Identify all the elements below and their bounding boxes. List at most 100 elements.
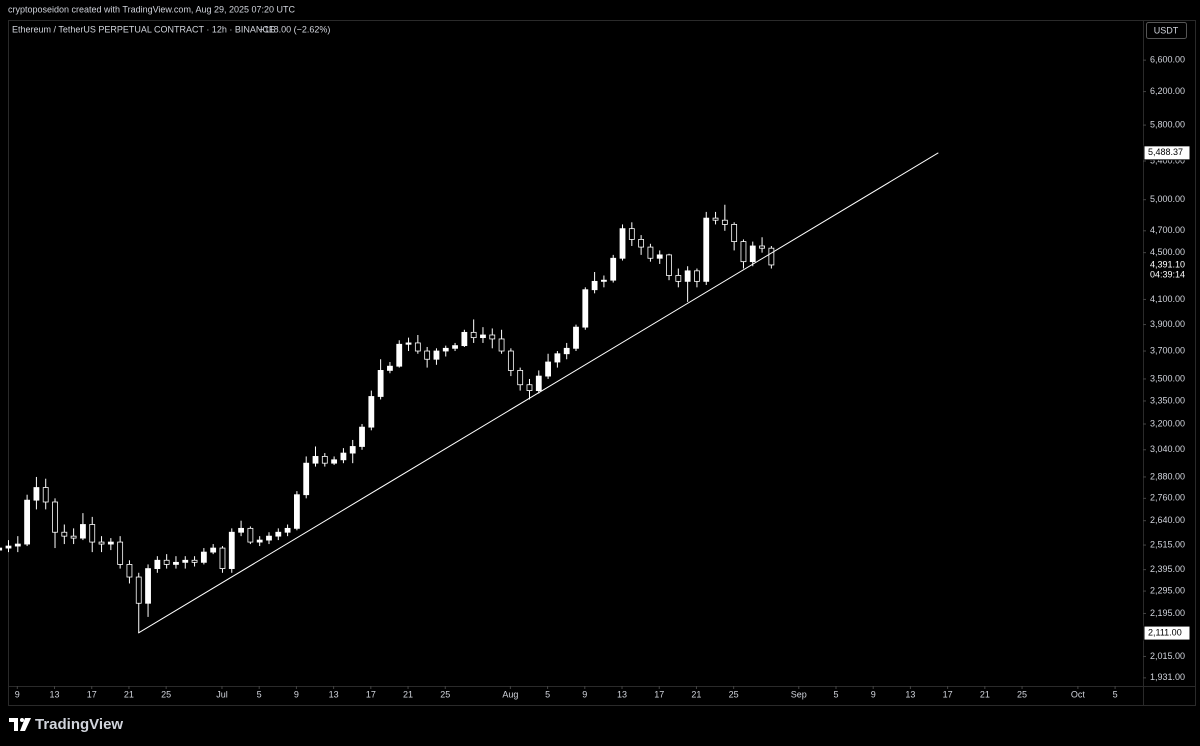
price-change: −118.00 (−2.62%) (259, 24, 330, 34)
last-price-box (1144, 257, 1190, 282)
candle-body (107, 541, 114, 545)
candle-body (759, 245, 765, 249)
candle-body (294, 494, 300, 529)
candle-body (238, 527, 244, 533)
y-tick-label: 1,931.00 (1150, 672, 1185, 682)
x-tick-label: 17 (366, 689, 376, 699)
candle-body (219, 547, 226, 569)
candle-body (340, 452, 347, 461)
brand: TradingView (35, 716, 123, 733)
candle-body (563, 347, 570, 355)
x-tick-label: Sep (791, 689, 807, 699)
x-tick-label: Jul (216, 689, 228, 699)
candle-body (461, 331, 468, 347)
candle-body (256, 539, 263, 543)
logo (9, 718, 31, 731)
x-tick-label: 21 (403, 689, 413, 699)
y-tick-label: 5,800.00 (1150, 119, 1185, 129)
candle-body (145, 568, 151, 604)
candle-body (321, 456, 328, 464)
candle-body (666, 254, 672, 276)
candle-body (452, 345, 458, 349)
x-tick-label: 5 (833, 689, 838, 699)
y-tick-label: 3,700.00 (1150, 345, 1185, 355)
y-tick-label: 2,640.00 (1150, 515, 1185, 525)
y-tick-label: 4,500.00 (1150, 247, 1185, 257)
candle-body (5, 545, 12, 549)
candle-body (80, 524, 86, 539)
price-label: 2,111.00 (1148, 627, 1182, 637)
candle-body (656, 254, 663, 259)
candle-body (507, 350, 514, 371)
x-tick-label: 17 (87, 689, 97, 699)
trendline (137, 152, 939, 634)
candle-body (266, 535, 272, 541)
candle-body (135, 576, 142, 604)
logo-mark (9, 718, 18, 731)
candle-body (591, 280, 598, 291)
currency[interactable]: USDT (1154, 25, 1179, 35)
candle-body (42, 487, 49, 503)
candle-body (70, 535, 77, 539)
candle-body (24, 499, 31, 545)
candle-body (731, 224, 738, 242)
candle-body (396, 343, 403, 367)
candle-body (275, 531, 282, 537)
candle-body (359, 426, 365, 447)
credit: cryptoposeidon created with TradingView.… (8, 4, 296, 14)
candle-body (647, 246, 654, 259)
candle-body (526, 384, 533, 391)
y-tick-label: 2,760.00 (1150, 493, 1185, 503)
candle-body (0, 547, 3, 551)
price-label-box (1143, 625, 1191, 641)
candle-body (331, 459, 338, 464)
candle-body (303, 462, 310, 496)
x-tick-label: 13 (905, 689, 915, 699)
x-tick-label: 21 (124, 689, 134, 699)
x-tick-label: Oct (1071, 689, 1086, 699)
candle-body (117, 541, 124, 565)
y-tick-label: 2,880.00 (1150, 471, 1185, 481)
countdown: 04:39:14 (1150, 269, 1185, 279)
x-tick-label: 17 (943, 689, 953, 699)
candle-body (498, 338, 505, 352)
candle-body (387, 365, 393, 371)
candle-body (414, 342, 421, 352)
last-price-label: 4,391.10 (1150, 259, 1185, 269)
candle-body (703, 217, 710, 282)
candle-body (154, 559, 161, 569)
candle-body (424, 350, 431, 360)
candle-body (768, 247, 775, 266)
x-tick-label: 21 (980, 689, 990, 699)
candle-body (191, 559, 198, 563)
price-label: 5,488.37 (1148, 147, 1183, 157)
candle-body (52, 501, 58, 533)
chart-title: Ethereum / TetherUS PERPETUAL CONTRACT ·… (12, 24, 275, 34)
candle-body (517, 370, 524, 386)
candle-body (694, 270, 700, 282)
candle-body (210, 547, 217, 553)
candle-body (312, 456, 319, 464)
candle-body (33, 487, 40, 501)
candle-body (163, 559, 170, 565)
candle-body (480, 334, 486, 339)
y-tick-label: 6,600.00 (1150, 55, 1185, 65)
candles (0, 204, 775, 634)
y-tick-label: 3,500.00 (1150, 373, 1185, 383)
currency-box[interactable] (1146, 22, 1187, 39)
x-tick-label: 13 (329, 689, 339, 699)
candle-body (712, 217, 719, 221)
y-tick-label: 2,515.00 (1150, 539, 1185, 549)
y-tick-label: 3,350.00 (1150, 395, 1185, 405)
x-tick-label: 9 (15, 689, 20, 699)
candle-body (535, 375, 542, 391)
x-tick-label: 5 (257, 689, 262, 699)
candle-body (740, 241, 747, 263)
candle-body (628, 228, 635, 240)
logo-dot (20, 718, 24, 722)
candle-body (684, 270, 691, 282)
candle-body (675, 275, 682, 282)
